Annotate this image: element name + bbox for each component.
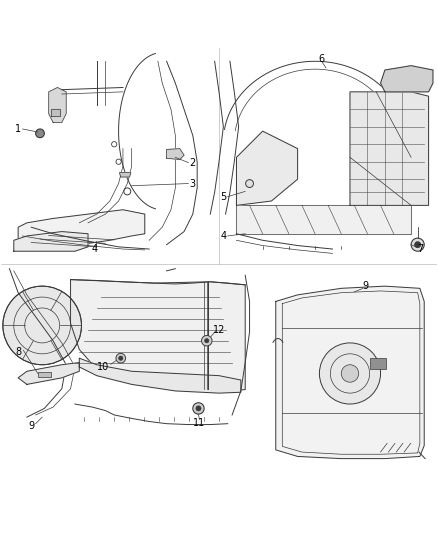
Circle shape <box>119 356 123 360</box>
Circle shape <box>246 180 254 188</box>
Circle shape <box>411 238 424 251</box>
Circle shape <box>196 406 201 411</box>
Circle shape <box>3 286 81 365</box>
Polygon shape <box>166 149 184 159</box>
Text: 10: 10 <box>97 362 110 372</box>
Circle shape <box>193 403 204 414</box>
Polygon shape <box>49 87 66 123</box>
Circle shape <box>319 343 381 404</box>
Polygon shape <box>79 358 241 393</box>
Polygon shape <box>237 205 411 234</box>
Polygon shape <box>51 109 60 116</box>
Polygon shape <box>71 280 245 391</box>
Circle shape <box>201 335 212 346</box>
Text: 3: 3 <box>190 179 196 189</box>
Polygon shape <box>381 66 433 92</box>
Text: 2: 2 <box>190 158 196 167</box>
Polygon shape <box>350 92 428 205</box>
Text: 6: 6 <box>318 54 325 64</box>
Text: 9: 9 <box>28 421 34 431</box>
Circle shape <box>35 129 44 138</box>
Text: 8: 8 <box>15 346 21 357</box>
Polygon shape <box>237 131 297 205</box>
Text: 11: 11 <box>193 418 205 428</box>
Polygon shape <box>18 210 145 249</box>
Circle shape <box>341 365 359 382</box>
Text: 7: 7 <box>417 244 423 254</box>
Bar <box>38 372 51 377</box>
Text: 4: 4 <box>220 231 226 241</box>
Polygon shape <box>276 286 424 458</box>
Text: 5: 5 <box>220 192 226 201</box>
Polygon shape <box>14 231 88 251</box>
Circle shape <box>116 353 126 363</box>
Polygon shape <box>120 173 131 177</box>
Text: 12: 12 <box>213 325 225 335</box>
Circle shape <box>205 338 209 343</box>
Text: 1: 1 <box>15 124 21 134</box>
Bar <box>370 358 386 369</box>
Polygon shape <box>18 362 79 384</box>
Text: 4: 4 <box>92 244 98 254</box>
Text: 9: 9 <box>362 281 368 291</box>
Circle shape <box>415 241 421 248</box>
